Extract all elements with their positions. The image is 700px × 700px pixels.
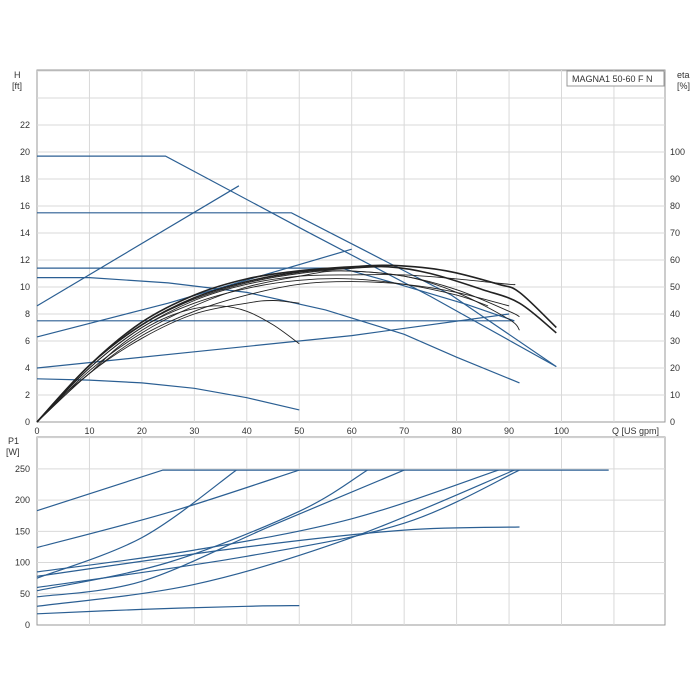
head-axis-label: H	[14, 70, 21, 80]
power-curve	[36, 469, 368, 592]
legend-label: MAGNA1 50-60 F N	[572, 74, 653, 84]
head-curves	[36, 155, 557, 411]
efficiency-curve	[36, 270, 520, 423]
power-curves	[36, 469, 609, 615]
eta-tick-label: 10	[670, 390, 680, 400]
head-tick-label: 18	[20, 174, 30, 184]
head-curve	[36, 248, 352, 338]
eta-tick-label: 70	[670, 228, 680, 238]
efficiency-curve	[36, 270, 520, 423]
head-panel-frame	[36, 69, 666, 423]
power-curve	[36, 469, 300, 549]
efficiency-curve	[36, 278, 489, 423]
flow-tick-label: 10	[84, 426, 94, 436]
head-tick-label: 10	[20, 282, 30, 292]
head-curve	[37, 155, 557, 368]
eta-tick-label: 60	[670, 255, 680, 265]
eta-tick-label: 90	[670, 174, 680, 184]
flow-tick-label: 50	[294, 426, 304, 436]
flow-tick-label: 80	[452, 426, 462, 436]
power-curve	[36, 526, 520, 577]
flow-tick-label: 100	[554, 426, 569, 436]
power-tick-label: 100	[15, 558, 30, 568]
flow-tick-label: 0	[34, 426, 39, 436]
head-tick-label: 8	[25, 309, 30, 319]
eta-tick-label: 0	[670, 417, 675, 427]
power-tick-label: 200	[15, 495, 30, 505]
head-tick-label: 16	[20, 201, 30, 211]
power-curve	[36, 469, 515, 607]
flow-tick-label: 90	[504, 426, 514, 436]
flow-axis-ticks: 0 10 20 30 40 50 60 70 80 90 100	[34, 426, 569, 436]
eta-axis-ticks: 0 10 20 30 40 50 60 70 80 90 100	[670, 147, 685, 427]
power-tick-label: 0	[25, 620, 30, 630]
flow-axis-label: Q [US gpm]	[612, 426, 659, 436]
head-axis-unit: [ft]	[12, 81, 22, 91]
eta-tick-label: 40	[670, 309, 680, 319]
power-axis-unit: [W]	[6, 447, 20, 457]
flow-tick-label: 60	[347, 426, 357, 436]
flow-tick-label: 30	[189, 426, 199, 436]
power-tick-label: 250	[15, 464, 30, 474]
eta-axis-label: eta	[677, 70, 690, 80]
efficiency-curves	[36, 264, 557, 423]
eta-tick-label: 100	[670, 147, 685, 157]
head-curve	[36, 378, 300, 411]
power-curve	[36, 605, 300, 615]
head-tick-label: 2	[25, 390, 30, 400]
power-tick-label: 150	[15, 526, 30, 536]
head-tick-label: 0	[25, 417, 30, 427]
head-tick-label: 22	[20, 120, 30, 130]
head-tick-label: 6	[25, 336, 30, 346]
eta-tick-label: 20	[670, 363, 680, 373]
eta-tick-label: 80	[670, 201, 680, 211]
efficiency-curve	[36, 281, 510, 423]
eta-tick-label: 50	[670, 282, 680, 292]
power-curve	[36, 469, 237, 579]
head-curve	[36, 313, 510, 369]
power-axis-ticks: 0 50 100 150 200 250	[15, 464, 30, 630]
head-curve	[37, 212, 557, 368]
head-panel: 0 2 4 6 8 10 12 14 16 18 20 22 0 10 20 30 40 50 60 70 80 90 1…	[12, 69, 690, 436]
head-curve	[36, 185, 240, 307]
power-tick-label: 50	[20, 589, 30, 599]
power-curve	[36, 469, 499, 573]
eta-tick-label: 30	[670, 336, 680, 346]
head-tick-label: 14	[20, 228, 30, 238]
power-curve	[36, 469, 609, 512]
head-tick-label: 20	[20, 147, 30, 157]
head-curve	[37, 267, 515, 322]
head-grid	[37, 70, 665, 422]
efficiency-curve	[36, 264, 557, 423]
flow-tick-label: 20	[137, 426, 147, 436]
efficiency-curve	[36, 300, 300, 423]
flow-tick-label: 40	[242, 426, 252, 436]
power-panel: 0 50 100 150 200 250 P1 [W]	[6, 436, 666, 630]
legend-box	[566, 70, 665, 87]
flow-tick-label: 70	[399, 426, 409, 436]
eta-axis-unit: [%]	[677, 81, 690, 91]
power-axis-label: P1	[8, 436, 19, 446]
power-curve	[36, 469, 520, 589]
head-axis-ticks: 0 2 4 6 8 10 12 14 16 18 20 22	[20, 120, 30, 427]
power-curve	[36, 469, 405, 598]
head-tick-label: 12	[20, 255, 30, 265]
legend: MAGNA1 50-60 F N	[566, 70, 665, 87]
head-tick-label: 4	[25, 363, 30, 373]
